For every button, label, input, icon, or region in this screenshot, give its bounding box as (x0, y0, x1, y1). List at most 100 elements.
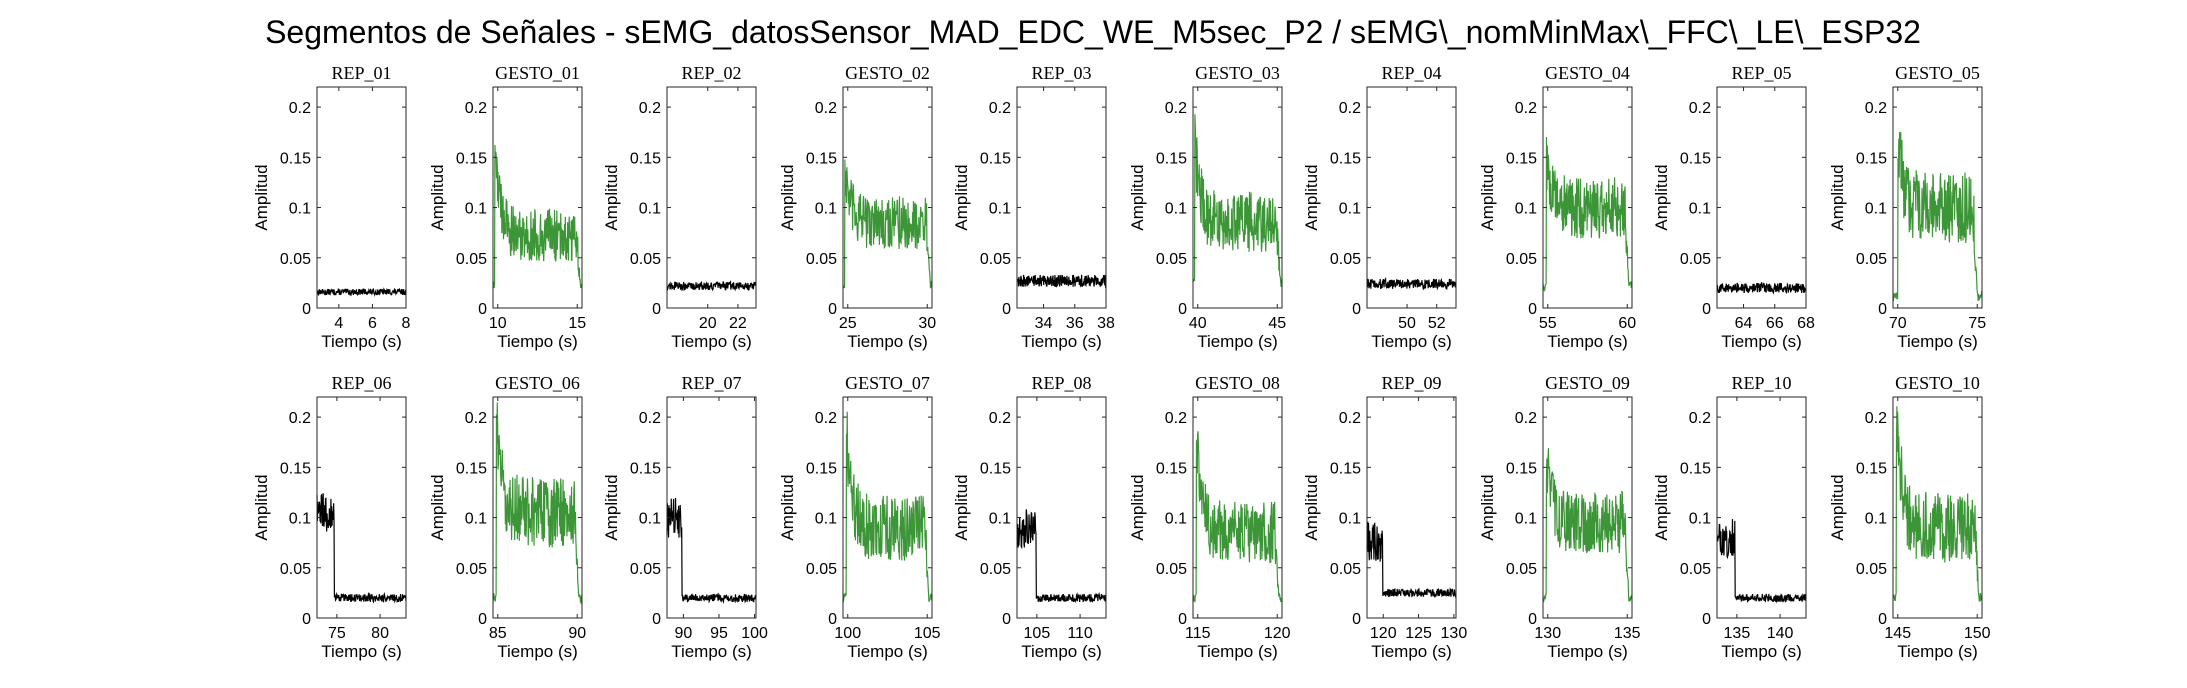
x-tick-label: 105 (1024, 625, 1051, 642)
y-tick-label: 0.15 (1856, 460, 1887, 477)
x-tick-label: 55 (1539, 315, 1557, 332)
y-tick-label: 0 (652, 611, 661, 628)
x-tick-label: 15 (568, 315, 586, 332)
axes-box (1716, 86, 1807, 309)
y-axis-label: Amplitud (952, 164, 971, 230)
y-tick-label: 0.1 (465, 511, 487, 528)
y-tick-label: 0.1 (815, 511, 837, 528)
y-tick-label: 0.2 (1515, 410, 1537, 427)
y-axis-label: Amplitud (778, 474, 797, 540)
subplot-gesto-04: 0 0.05 0.1 0.15 0.2 55 60 GESTO_04 Tiempo (s) Amp… (1478, 63, 1636, 351)
subplot-gesto-09: 0 0.05 0.1 0.15 0.2 130 135 GESTO_09 Tiempo (s) A… (1478, 373, 1641, 661)
x-tick-label: 34 (1035, 315, 1053, 332)
x-tick-label: 80 (371, 625, 389, 642)
y-tick-label: 0 (1702, 301, 1711, 318)
x-tick-label: 70 (1889, 315, 1907, 332)
y-tick-label: 0.15 (456, 150, 487, 167)
x-tick-label: 130 (1534, 625, 1561, 642)
x-axis-label: Tiempo (s) (1197, 332, 1278, 351)
x-tick-label: 25 (839, 315, 857, 332)
y-tick-label: 0.15 (630, 150, 661, 167)
x-axis-label: Tiempo (s) (1021, 332, 1102, 351)
axes-box (1192, 86, 1283, 309)
axes-box (842, 396, 933, 619)
y-tick-label: 0.15 (980, 460, 1011, 477)
y-tick-label: 0.15 (1506, 460, 1537, 477)
y-tick-label: 0.05 (1330, 561, 1361, 578)
axes-box (316, 86, 407, 309)
y-tick-label: 0.2 (289, 100, 311, 117)
subplot-rep-01: 0 0.05 0.1 0.15 0.2 4 6 8 REP_01 Tiempo (s) Amplit… (252, 63, 411, 351)
y-tick-label: 0.15 (1156, 460, 1187, 477)
x-tick-label: 125 (1405, 625, 1432, 642)
x-tick-label: 40 (1189, 315, 1207, 332)
x-axis-label: Tiempo (s) (847, 642, 928, 661)
x-tick-label: 135 (1614, 625, 1641, 642)
x-axis-label: Tiempo (s) (1897, 332, 1978, 351)
y-tick-label: 0 (828, 301, 837, 318)
axes-box (666, 86, 757, 309)
y-tick-label: 0.15 (1680, 150, 1711, 167)
x-tick-label: 64 (1735, 315, 1753, 332)
y-axis-label: Amplitud (428, 164, 447, 230)
y-axis-label: Amplitud (1478, 474, 1497, 540)
x-axis-label: Tiempo (s) (1371, 332, 1452, 351)
y-tick-label: 0.1 (289, 201, 311, 218)
y-tick-label: 0 (1178, 301, 1187, 318)
subplot-gesto-03: 0 0.05 0.1 0.15 0.2 40 45 GESTO_03 Tiempo (s) Amp… (1128, 63, 1286, 351)
y-tick-label: 0.2 (1865, 410, 1887, 427)
y-tick-label: 0 (1178, 611, 1187, 628)
subplot-title: GESTO_07 (845, 373, 930, 393)
y-tick-label: 0.1 (1865, 201, 1887, 218)
subplot-title: REP_01 (331, 63, 391, 83)
y-tick-label: 0 (478, 611, 487, 628)
subplot-title: REP_03 (1031, 63, 1091, 83)
y-tick-label: 0 (1352, 611, 1361, 628)
y-tick-label: 0.2 (815, 100, 837, 117)
x-tick-label: 38 (1097, 315, 1115, 332)
y-axis-label: Amplitud (1828, 164, 1847, 230)
subplot-gesto-06: 0 0.05 0.1 0.15 0.2 85 90 GESTO_06 Tiempo (s) Amp… (428, 373, 586, 661)
signal-line (1366, 521, 1457, 598)
signal-line (492, 402, 583, 605)
signal-line (1016, 509, 1107, 604)
y-tick-label: 0.2 (1515, 100, 1537, 117)
axes-box (1366, 396, 1457, 619)
y-tick-label: 0.1 (465, 201, 487, 218)
subplot-gesto-01: 0 0.05 0.1 0.15 0.2 10 15 GESTO_01 Tiempo (s) Amp… (428, 63, 586, 351)
signal-line (842, 411, 933, 603)
y-tick-label: 0.2 (1689, 410, 1711, 427)
y-tick-label: 0.2 (989, 100, 1011, 117)
subplot-title: GESTO_01 (495, 63, 580, 83)
y-tick-label: 0.1 (289, 511, 311, 528)
y-tick-label: 0 (1352, 301, 1361, 318)
y-tick-label: 0.2 (639, 410, 661, 427)
x-tick-label: 105 (914, 625, 941, 642)
y-tick-label: 0 (1878, 611, 1887, 628)
y-tick-label: 0 (828, 611, 837, 628)
y-tick-label: 0.05 (280, 251, 311, 268)
y-tick-label: 0.2 (1165, 410, 1187, 427)
x-axis-label: Tiempo (s) (1897, 642, 1978, 661)
x-tick-label: 130 (1441, 625, 1468, 642)
y-axis-label: Amplitud (1128, 164, 1147, 230)
subplot-title: GESTO_09 (1545, 373, 1630, 393)
y-tick-label: 0 (1878, 301, 1887, 318)
x-tick-label: 6 (368, 315, 377, 332)
axes-box (666, 396, 757, 619)
subplot-title: REP_02 (681, 63, 741, 83)
axes-box (316, 396, 407, 619)
y-tick-label: 0.1 (1865, 511, 1887, 528)
y-axis-label: Amplitud (1302, 164, 1321, 230)
subplot-title: GESTO_02 (845, 63, 930, 83)
y-axis-label: Amplitud (252, 164, 271, 230)
x-tick-label: 85 (489, 625, 507, 642)
x-tick-label: 45 (1268, 315, 1286, 332)
x-tick-label: 145 (1884, 625, 1911, 642)
subplot-title: GESTO_03 (1195, 63, 1280, 83)
y-tick-label: 0.2 (1865, 100, 1887, 117)
y-tick-label: 0.2 (1689, 100, 1711, 117)
signal-line (666, 498, 757, 604)
signal-line (492, 145, 583, 289)
x-tick-label: 4 (334, 315, 343, 332)
